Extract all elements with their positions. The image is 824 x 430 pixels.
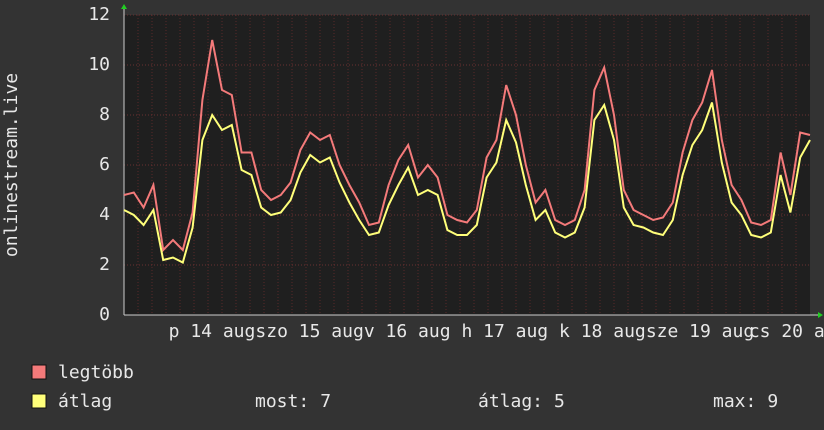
legend-swatch bbox=[31, 393, 47, 409]
y-tick-label: 10 bbox=[88, 54, 110, 75]
x-tick-label: cs 20 aug bbox=[749, 321, 824, 342]
y-tick-label: 12 bbox=[88, 4, 110, 25]
stat-label: most: bbox=[255, 391, 309, 412]
stat-value: 9 bbox=[767, 391, 778, 412]
x-tick-label: v 16 aug bbox=[364, 321, 451, 342]
stat-label: max: bbox=[713, 391, 756, 412]
legend-swatch bbox=[31, 364, 47, 380]
series-line bbox=[123, 39, 811, 253]
y-axis-label: onlinestream.live bbox=[1, 73, 22, 257]
stat-label: átlag: bbox=[478, 391, 543, 412]
y-tick-label: 6 bbox=[99, 154, 110, 175]
x-tick-label: p 14 aug bbox=[169, 321, 256, 342]
stat: most: 7 bbox=[255, 391, 331, 412]
x-tick-label: szo 15 aug bbox=[255, 321, 363, 342]
series-line bbox=[123, 102, 811, 264]
axis-arrow bbox=[818, 312, 823, 318]
stat-value: 5 bbox=[554, 391, 565, 412]
y-tick-label: 8 bbox=[99, 104, 110, 125]
y-tick-label: 0 bbox=[99, 304, 110, 325]
axis-arrow bbox=[121, 4, 127, 9]
stat: átlag: 5 bbox=[478, 391, 565, 412]
stat: max: 9 bbox=[713, 391, 778, 412]
y-tick-label: 4 bbox=[99, 204, 110, 225]
x-tick-label: sze 19 aug bbox=[646, 321, 754, 342]
legend-label: legtöbb bbox=[58, 362, 134, 383]
x-tick-label: h 17 aug bbox=[461, 321, 548, 342]
y-tick-label: 2 bbox=[99, 254, 110, 275]
x-tick-label: k 18 aug bbox=[559, 321, 646, 342]
legend-label: átlag bbox=[58, 391, 112, 412]
stat-value: 7 bbox=[320, 391, 331, 412]
